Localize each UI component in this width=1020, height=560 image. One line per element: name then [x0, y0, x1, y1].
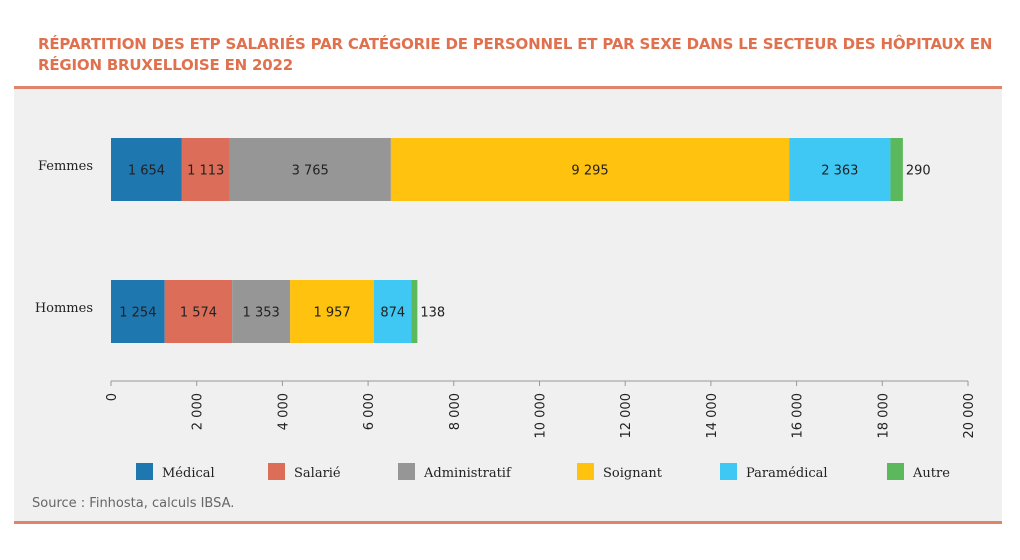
x-tick-label-4000: 4 000 — [276, 393, 291, 430]
legend-swatch-paramédical — [720, 463, 737, 480]
legend-label-soignant: Soignant — [603, 466, 663, 481]
x-tick-label-0: 0 — [105, 393, 120, 401]
bar-autre-femmes — [890, 138, 903, 201]
x-tick-label-8000: 8 000 — [448, 393, 463, 430]
x-tick-label-12000: 12 000 — [619, 393, 634, 439]
legend-label-administratif: Administratif — [423, 466, 512, 481]
data-label-soignant-femmes: 9 295 — [571, 164, 608, 179]
bar-médical-femmes — [111, 138, 182, 201]
data-label-salarié-femmes: 1 113 — [187, 164, 224, 179]
bar-paramédical-femmes — [789, 138, 891, 201]
x-tick-label-14000: 14 000 — [705, 393, 720, 439]
x-tick-label-10000: 10 000 — [534, 393, 549, 439]
bar-administratif-femmes — [229, 138, 391, 201]
data-label-paramédical-hommes: 874 — [380, 306, 405, 321]
x-tick-label-20000: 20 000 — [962, 393, 977, 439]
data-label-administratif-hommes: 1 353 — [243, 306, 280, 321]
x-tick-label-16000: 16 000 — [791, 393, 806, 439]
bar-salarié-femmes — [181, 138, 230, 201]
legend-swatch-médical — [136, 463, 153, 480]
data-label-autre-hommes: 138 — [420, 306, 445, 321]
legend-swatch-soignant — [577, 463, 594, 480]
legend-swatch-autre — [887, 463, 904, 480]
bar-salarié-hommes — [164, 280, 233, 343]
source-note: Source : Finhosta, calculs IBSA. — [32, 496, 235, 511]
legend-swatch-administratif — [398, 463, 415, 480]
bar-soignant-femmes — [390, 138, 790, 201]
bar-paramédical-hommes — [374, 280, 412, 343]
legend-label-paramédical: Paramédical — [746, 466, 828, 481]
bottom-divider — [14, 521, 1002, 524]
legend-label-autre: Autre — [912, 466, 950, 481]
legend-label-médical: Médical — [162, 466, 215, 481]
legend-label-salarié: Salarié — [294, 466, 341, 481]
x-tick-label-18000: 18 000 — [876, 393, 891, 439]
category-label-femmes: Femmes — [38, 159, 93, 174]
data-label-soignant-hommes: 1 957 — [313, 306, 350, 321]
data-label-salarié-hommes: 1 574 — [180, 306, 217, 321]
x-tick-label-6000: 6 000 — [362, 393, 377, 430]
bar-administratif-hommes — [232, 280, 291, 343]
category-label-hommes: Hommes — [35, 301, 93, 316]
bar-médical-hommes — [111, 280, 165, 343]
chart-title: RÉPARTITION DES ETP SALARIÉS PAR CATÉGOR… — [38, 35, 993, 74]
data-label-médical-femmes: 1 654 — [128, 164, 165, 179]
bar-autre-hommes — [411, 280, 418, 343]
data-label-médical-hommes: 1 254 — [119, 306, 156, 321]
bar-soignant-hommes — [290, 280, 375, 343]
x-tick-label-2000: 2 000 — [191, 393, 206, 430]
data-label-autre-femmes: 290 — [906, 164, 931, 179]
title-divider — [14, 86, 1002, 89]
data-label-paramédical-femmes: 2 363 — [821, 164, 858, 179]
data-label-administratif-femmes: 3 765 — [292, 164, 329, 179]
legend-swatch-salarié — [268, 463, 285, 480]
